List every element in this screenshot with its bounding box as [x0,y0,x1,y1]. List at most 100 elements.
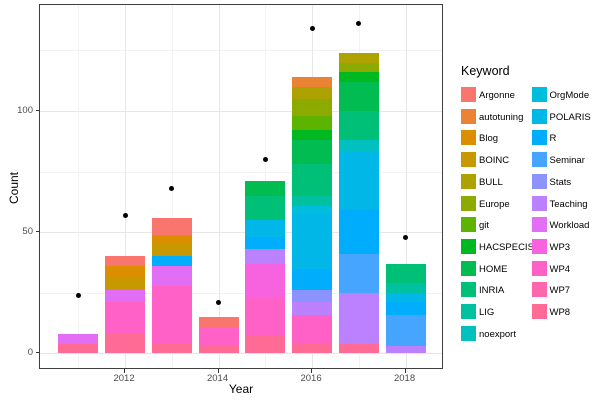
bar-segment-2018-Teaching [385,346,426,354]
legend-label: Seminar [549,155,585,167]
legend-swatch [461,130,476,146]
legend-label: Stats [549,176,572,188]
legend-item-Blog: Blog [461,130,531,146]
legend-swatch [531,108,547,124]
legend-item-BOINC: BOINC [461,152,531,168]
bar-segment-2014-WP4 [198,326,239,347]
data-point-2012 [122,212,128,218]
bar-segment-2018-Seminar [385,314,426,347]
x-axis-tick [217,369,219,373]
legend-item-LIG: LIG [461,304,531,319]
bar-segment-2017-HOME [338,81,379,111]
data-point-2014 [216,299,222,305]
legend-swatch [461,238,476,254]
legend-label: autotuning [479,111,524,123]
legend-item-Workload: Workload [531,217,600,233]
gridline-major [40,232,442,234]
bar-segment-2018-LIG [385,283,426,293]
bar-segment-2014-WP8 [198,346,239,354]
legend-item-Europe: Europe [461,195,531,211]
y-axis-title: Count [7,171,21,205]
legend-swatch [531,260,547,276]
legend-item-WP8: WP8 [531,304,600,319]
bar-segment-2012-Workload [105,290,146,303]
bar-segment-2016-Stats [292,290,333,303]
bar-segment-2012-Blog [105,266,146,279]
bar-segment-2015-WP8 [245,336,286,354]
bar-segment-2017-BULL [338,52,379,63]
data-point-2017 [356,21,362,27]
bar-segment-2012-WP4 [105,302,146,334]
bar-segment-2013-R [151,256,192,267]
legend-item-BULL: BULL [461,173,531,189]
legend-label: WP7 [549,285,571,297]
y-axis-tick [35,110,39,111]
legend-item-autotuning: autotuning [461,108,531,124]
bar-segment-2015-INRIA [245,195,286,221]
gridline-minor [40,50,442,52]
x-axis-tick [404,369,406,373]
legend-item-noexport: noexport [461,325,531,341]
gridline-major [40,111,442,112]
bar-segment-2015-WP3 [245,263,286,298]
legend-item-HOME: HOME [461,260,531,276]
bar-segment-2018-INRIA [385,263,426,284]
bar-segment-2016-autotuning [292,77,333,87]
legend-label: Europe [479,198,510,210]
legend-label: WP8 [549,307,571,318]
legend-item-WP4: WP4 [531,260,600,276]
plot-panel [39,4,443,369]
legend-item-R: R [531,130,600,146]
legend: Keyword Argonne autotuning Blog BOINC BULL Eu… [458,0,600,400]
bar-segment-2017-R [338,210,379,254]
gridline-major [405,5,407,368]
y-axis-tick [35,231,39,233]
legend-label: HOME [479,263,508,275]
legend-label: LIG [479,307,495,318]
bar-segment-2013-Blog [151,234,192,245]
bar-segment-2012-Argonne [105,256,146,267]
bar-segment-2011-Workload [58,334,99,344]
x-tick-label: 2014 [206,373,229,384]
legend-swatch [531,217,547,233]
legend-swatch [531,87,547,102]
data-point-2016 [309,26,315,32]
legend-label: HACSPECIS [479,241,534,253]
legend-swatch [461,195,476,211]
bar-segment-2016-OrgMode [292,205,333,213]
data-point-2011 [75,292,81,298]
legend-label: POLARIS [549,111,591,123]
legend-item-POLARIS: POLARIS [531,108,600,124]
legend-item-Stats: Stats [531,173,600,189]
gridline-minor [40,171,442,173]
gridline-minor [78,5,80,368]
y-tick-label: 0 [27,347,33,359]
legend-swatch [461,152,476,168]
legend-swatch [461,87,476,102]
legend-swatch [461,325,476,341]
bar-segment-2017-HACSPECIS [338,72,379,82]
legend-swatch [531,130,547,146]
bar-segment-2016-git [292,115,333,131]
legend-title: Keyword [461,64,510,78]
legend-swatch [531,304,547,319]
x-axis-title: Year [228,382,254,396]
bar-segment-2013-Workload [151,266,192,286]
legend-label: WP4 [549,263,571,275]
bar-segment-2016-WP8 [292,343,333,354]
legend-item-Teaching: Teaching [531,195,600,211]
legend-label: R [549,133,557,145]
legend-label: Argonne [479,90,515,101]
bar-segment-2017-Teaching [338,292,379,344]
bar-segment-2017-WP8 [338,343,379,354]
legend-swatch [461,108,476,124]
bar-segment-2016-POLARIS [292,212,333,269]
y-tick-label: 50 [22,226,33,238]
bar-segment-2018-POLARIS [385,292,426,303]
x-tick-label: 2016 [300,373,322,384]
legend-item-INRIA: INRIA [461,282,531,298]
bar-segment-2016-HACSPECIS [292,130,333,141]
gridline-major [125,5,127,368]
bar-segment-2012-BOINC [105,278,146,291]
bar-segment-2017-INRIA [338,111,379,141]
